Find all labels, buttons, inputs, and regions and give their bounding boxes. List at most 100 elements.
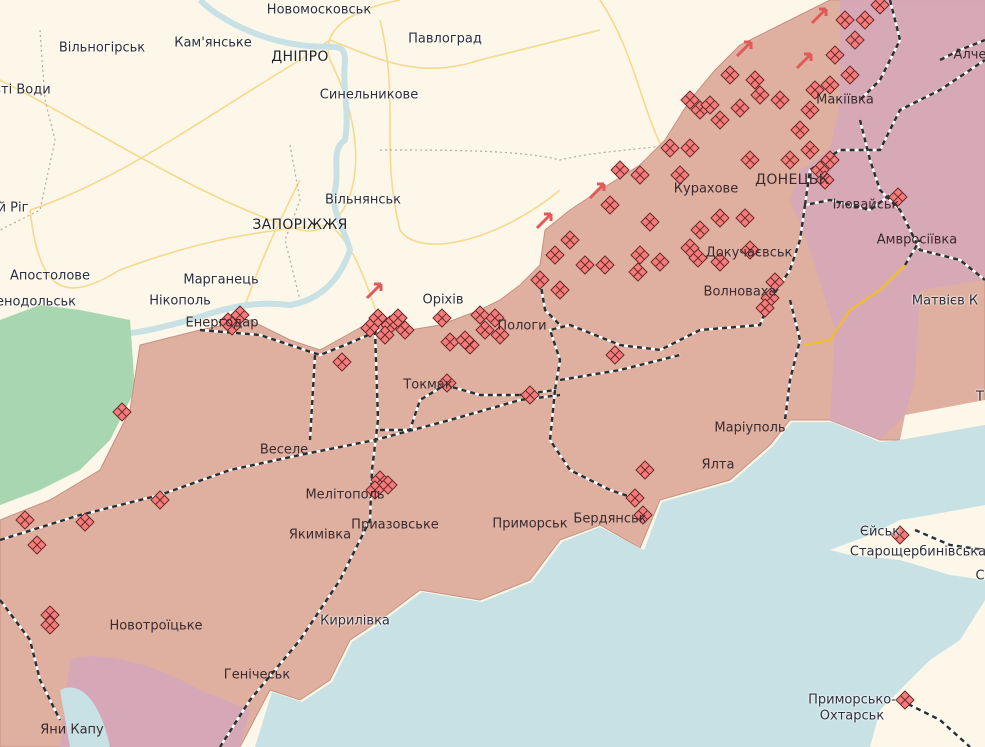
railway bbox=[519, 299, 772, 397]
rhombus-grid-icon[interactable] bbox=[730, 98, 750, 118]
railway bbox=[0, 393, 561, 542]
rhombus-grid-icon[interactable] bbox=[75, 512, 95, 532]
rhombus-grid-icon[interactable] bbox=[745, 70, 765, 90]
city-label: ДОНЕЦЬК bbox=[755, 172, 829, 188]
railway bbox=[308, 354, 317, 441]
rhombus-grid-icon[interactable] bbox=[437, 373, 457, 393]
arrow-advance-icon bbox=[810, 7, 828, 25]
rhombus-grid-icon[interactable] bbox=[600, 195, 620, 215]
rhombus-grid-icon[interactable] bbox=[455, 330, 475, 350]
rhombus-grid-icon[interactable] bbox=[360, 318, 380, 338]
rhombus-grid-icon[interactable] bbox=[855, 10, 875, 30]
rhombus-grid-icon[interactable] bbox=[710, 110, 730, 130]
rhombus-grid-icon[interactable] bbox=[780, 150, 800, 170]
rhombus-grid-icon[interactable] bbox=[765, 272, 785, 292]
city-label: Мелітополь bbox=[305, 487, 385, 503]
rhombus-grid-icon[interactable] bbox=[690, 220, 710, 240]
rhombus-grid-icon[interactable] bbox=[790, 120, 810, 140]
city-label: Приморськ bbox=[492, 516, 568, 532]
rhombus-grid-icon[interactable] bbox=[805, 80, 825, 100]
rhombus-grid-icon[interactable] bbox=[825, 45, 845, 65]
rhombus-grid-icon[interactable] bbox=[700, 95, 720, 115]
rhombus-grid-icon[interactable] bbox=[688, 248, 708, 268]
rhombus-grid-icon[interactable] bbox=[520, 385, 540, 405]
rhombus-grid-icon[interactable] bbox=[735, 208, 755, 228]
rhombus-grid-icon[interactable] bbox=[755, 298, 775, 318]
city-label: Вільнянськ bbox=[325, 192, 401, 208]
rhombus-grid-icon[interactable] bbox=[485, 308, 505, 328]
rhombus-grid-icon[interactable] bbox=[710, 208, 730, 228]
rhombus-grid-icon[interactable] bbox=[575, 255, 595, 275]
rhombus-grid-icon[interactable] bbox=[490, 325, 510, 345]
rhombus-grid-icon[interactable] bbox=[640, 212, 660, 232]
rhombus-grid-icon[interactable] bbox=[635, 460, 655, 480]
event-markers bbox=[15, 0, 915, 710]
city-label: Нікополь bbox=[149, 293, 211, 309]
rhombus-grid-icon[interactable] bbox=[680, 138, 700, 158]
rhombus-grid-icon[interactable] bbox=[375, 325, 395, 345]
rhombus-grid-icon[interactable] bbox=[650, 252, 670, 272]
rhombus-grid-icon[interactable] bbox=[633, 505, 653, 525]
rhombus-grid-icon[interactable] bbox=[388, 308, 408, 328]
rhombus-grid-icon[interactable] bbox=[670, 165, 690, 185]
rhombus-grid-icon[interactable] bbox=[150, 490, 170, 510]
rhombus-grid-icon[interactable] bbox=[800, 100, 820, 120]
rhombus-grid-icon[interactable] bbox=[550, 280, 570, 300]
rhombus-grid-icon[interactable] bbox=[820, 150, 840, 170]
railway bbox=[380, 383, 520, 432]
rhombus-grid-icon[interactable] bbox=[40, 615, 60, 635]
rhombus-grid-icon[interactable] bbox=[230, 305, 250, 325]
rhombus-grid-icon[interactable] bbox=[395, 320, 415, 340]
rhombus-grid-icon[interactable] bbox=[560, 230, 580, 250]
rhombus-grid-icon[interactable] bbox=[545, 245, 565, 265]
rhombus-grid-icon[interactable] bbox=[630, 165, 650, 185]
rhombus-grid-icon[interactable] bbox=[15, 510, 35, 530]
rhombus-grid-icon[interactable] bbox=[625, 488, 645, 508]
rhombus-grid-icon[interactable] bbox=[222, 316, 242, 336]
rhombus-grid-icon[interactable] bbox=[815, 170, 835, 190]
city-label: Бердянськ bbox=[573, 511, 647, 527]
rhombus-grid-icon[interactable] bbox=[720, 65, 740, 85]
rhombus-grid-icon[interactable] bbox=[680, 90, 700, 110]
rhombus-grid-icon[interactable] bbox=[605, 345, 625, 365]
rhombus-grid-icon[interactable] bbox=[628, 262, 648, 282]
rhombus-grid-icon[interactable] bbox=[820, 75, 840, 95]
rhombus-grid-icon[interactable] bbox=[895, 690, 915, 710]
rhombus-grid-icon[interactable] bbox=[710, 252, 730, 272]
rhombus-grid-icon[interactable] bbox=[440, 332, 460, 352]
railway bbox=[859, 0, 902, 101]
city-label: Старощербинівська bbox=[849, 544, 985, 560]
arrow-advance-icon bbox=[795, 52, 813, 70]
dnipro-river bbox=[79, 0, 354, 338]
city-label: Макіївка bbox=[816, 92, 874, 108]
rhombus-grid-icon[interactable] bbox=[840, 65, 860, 85]
rhombus-grid-icon[interactable] bbox=[332, 352, 352, 372]
rhombus-grid-icon[interactable] bbox=[800, 140, 820, 160]
rhombus-grid-icon[interactable] bbox=[740, 240, 760, 260]
rhombus-grid-icon[interactable] bbox=[740, 150, 760, 170]
rhombus-grid-icon[interactable] bbox=[530, 270, 550, 290]
rhombus-grid-icon[interactable] bbox=[835, 10, 855, 30]
rhombus-grid-icon[interactable] bbox=[870, 0, 890, 15]
rhombus-grid-icon[interactable] bbox=[475, 320, 495, 340]
rhombus-grid-icon[interactable] bbox=[750, 85, 770, 105]
arrow-advance-icon bbox=[535, 212, 553, 230]
rhombus-grid-icon[interactable] bbox=[660, 138, 680, 158]
rhombus-grid-icon[interactable] bbox=[112, 402, 132, 422]
rhombus-grid-icon[interactable] bbox=[27, 535, 47, 555]
rhombus-grid-icon[interactable] bbox=[888, 187, 908, 207]
rhombus-grid-icon[interactable] bbox=[595, 255, 615, 275]
rhombus-grid-icon[interactable] bbox=[470, 305, 490, 325]
rhombus-grid-icon[interactable] bbox=[432, 308, 452, 328]
rhombus-grid-icon[interactable] bbox=[378, 475, 398, 495]
rhombus-grid-icon[interactable] bbox=[890, 525, 910, 545]
rhombus-grid-icon[interactable] bbox=[630, 245, 650, 265]
city-label: Новомосковськ bbox=[266, 2, 372, 18]
rhombus-grid-icon[interactable] bbox=[610, 160, 630, 180]
rhombus-grid-icon[interactable] bbox=[40, 605, 60, 625]
rhombus-grid-icon[interactable] bbox=[845, 30, 865, 50]
rhombus-grid-icon[interactable] bbox=[770, 90, 790, 110]
railway bbox=[803, 59, 985, 206]
